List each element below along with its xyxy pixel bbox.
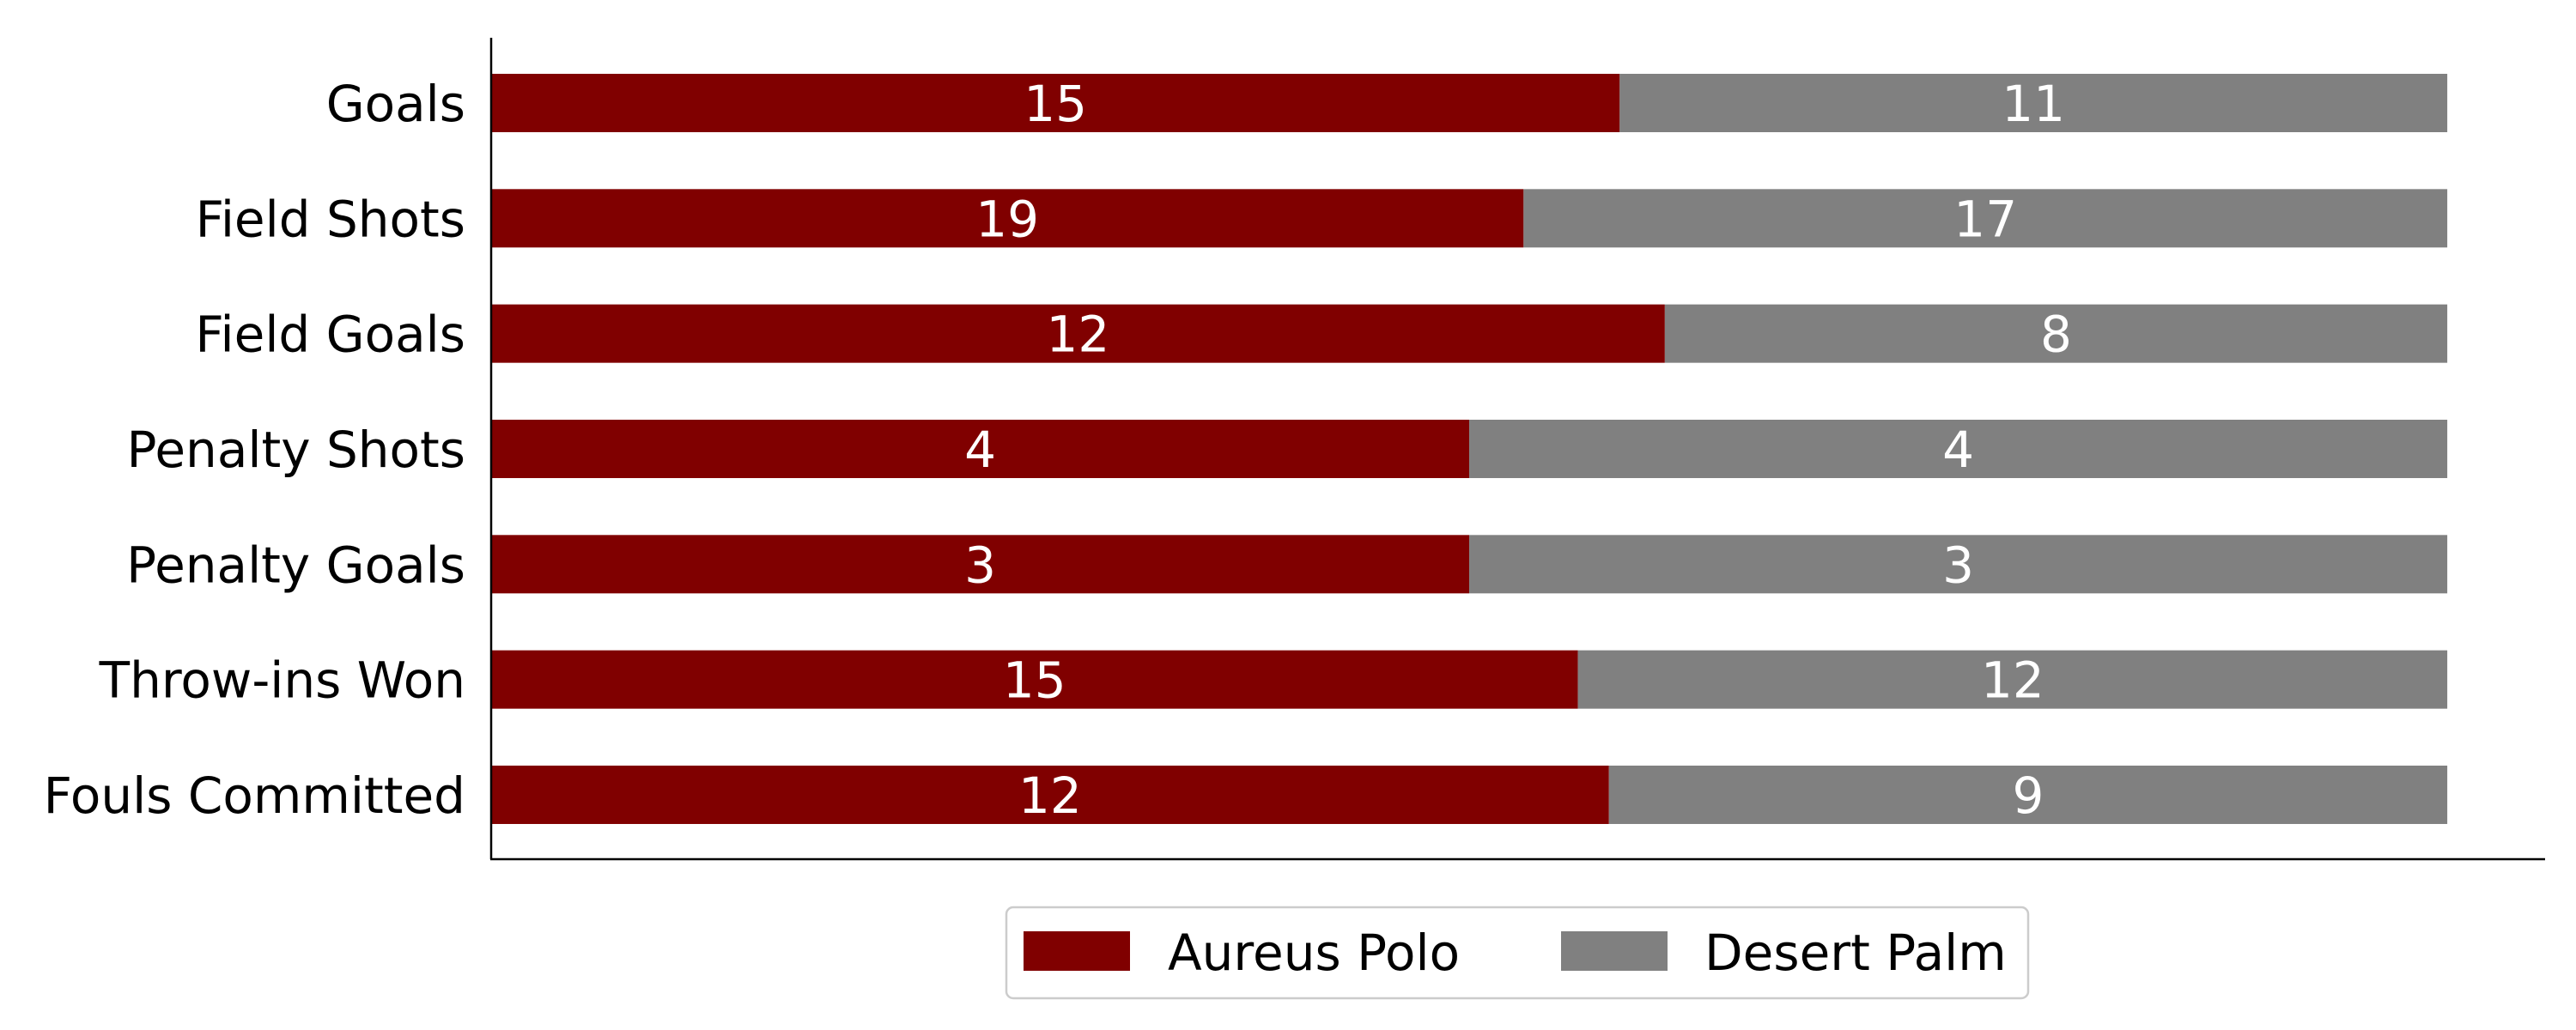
bar-value-label-desert-palm-throw-ins-won: 12 — [1981, 651, 2044, 710]
bar-aureus-polo-throw-ins-won — [491, 650, 1578, 709]
bar-value-label-aureus-polo-fouls-committed: 12 — [1018, 766, 1082, 825]
category-label-goals: Goals — [326, 75, 465, 133]
bar-value-label-desert-palm-penalty-goals: 3 — [1942, 536, 1974, 594]
legend-frame — [1005, 906, 2030, 1000]
bar-desert-palm-fouls-committed — [1608, 765, 2448, 824]
bar-value-label-desert-palm-field-shots: 17 — [1953, 190, 2017, 248]
category-label-field-shots: Field Shots — [196, 190, 465, 248]
bar-aureus-polo-penalty-shots — [491, 419, 1470, 478]
bar-value-label-aureus-polo-goals: 15 — [1024, 75, 1087, 133]
bar-value-label-desert-palm-field-goals: 8 — [2040, 306, 2072, 364]
bar-aureus-polo-fouls-committed — [491, 765, 1609, 824]
legend: Aureus Polo Desert Palm — [1005, 906, 2030, 1000]
bar-aureus-polo-field-goals — [491, 304, 1665, 363]
category-label-field-goals: Field Goals — [195, 306, 465, 364]
bar-desert-palm-field-goals — [1664, 304, 2448, 363]
bar-desert-palm-field-shots — [1523, 189, 2448, 248]
bar-desert-palm-throw-ins-won — [1577, 650, 2448, 709]
category-label-penalty-goals: Penalty Goals — [126, 536, 465, 594]
bar-value-label-aureus-polo-throw-ins-won: 15 — [1003, 651, 1066, 710]
bar-desert-palm-penalty-goals — [1469, 535, 2448, 594]
legend-label-desert-palm: Desert Palm — [1704, 924, 2007, 982]
category-labels: Goals Field Shots Field Goals Penalty Shots… — [44, 75, 465, 825]
bar-desert-palm-penalty-shots — [1469, 419, 2448, 478]
bar-aureus-polo-field-shots — [491, 189, 1524, 248]
bar-value-label-aureus-polo-penalty-shots: 4 — [964, 421, 996, 479]
legend-swatch-aureus-polo — [1024, 931, 1130, 971]
bar-aureus-polo-penalty-goals — [491, 535, 1470, 594]
category-label-throw-ins-won: Throw-ins Won — [99, 651, 465, 710]
bar-value-label-aureus-polo-field-goals: 12 — [1047, 306, 1110, 364]
legend-swatch-desert-palm — [1561, 931, 1668, 971]
bar-desert-palm-goals — [1619, 74, 2448, 132]
axes — [489, 38, 2545, 861]
bar-aureus-polo-goals — [491, 74, 1620, 132]
bar-value-label-desert-palm-goals: 11 — [2002, 75, 2065, 133]
bar-value-label-desert-palm-penalty-shots: 4 — [1942, 421, 1974, 479]
bar-value-label-aureus-polo-penalty-goals: 3 — [964, 536, 996, 594]
bar-value-label-aureus-polo-field-shots: 19 — [975, 190, 1039, 248]
category-label-fouls-committed: Fouls Committed — [44, 766, 465, 825]
category-label-penalty-shots: Penalty Shots — [126, 421, 465, 479]
bar-value-label-desert-palm-fouls-committed: 9 — [2012, 766, 2044, 825]
legend-label-aureus-polo: Aureus Polo — [1168, 924, 1460, 982]
